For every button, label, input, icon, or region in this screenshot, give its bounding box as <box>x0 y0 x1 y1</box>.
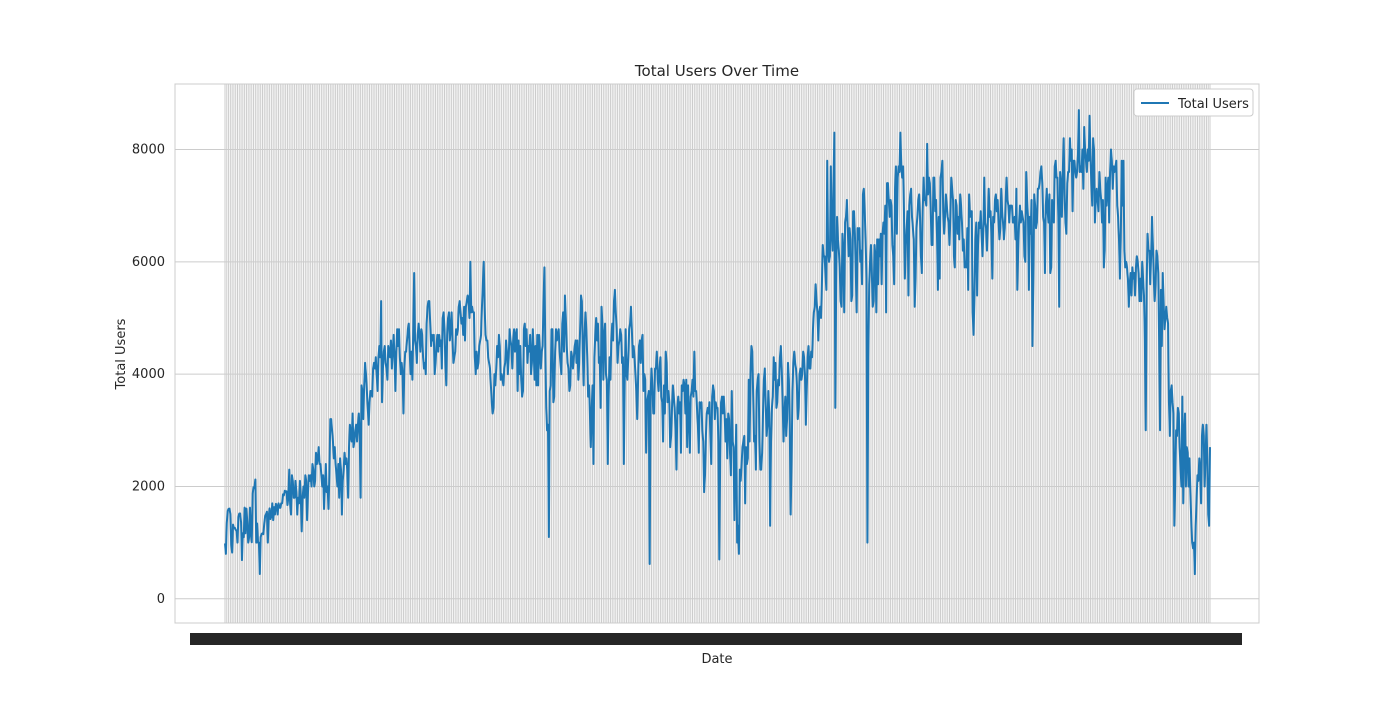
legend: Total Users <box>1133 88 1254 117</box>
chart-title: Total Users Over Time <box>634 62 799 80</box>
legend-box <box>1133 88 1254 117</box>
x-tick-labels-overlap <box>190 633 1242 645</box>
plot-area: 0 2000 4000 6000 8000 <box>132 83 1260 645</box>
y-axis-label: Total Users <box>114 318 129 390</box>
y-tick-label: 0 <box>157 592 165 607</box>
y-tick-label: 2000 <box>132 479 165 494</box>
y-tick-label: 8000 <box>132 142 165 157</box>
series-line-total-users <box>224 109 1211 576</box>
legend-label: Total Users <box>1177 97 1249 112</box>
x-axis-label: Date <box>701 652 732 667</box>
y-tick-label: 4000 <box>132 367 165 382</box>
y-tick-label: 6000 <box>132 255 165 270</box>
